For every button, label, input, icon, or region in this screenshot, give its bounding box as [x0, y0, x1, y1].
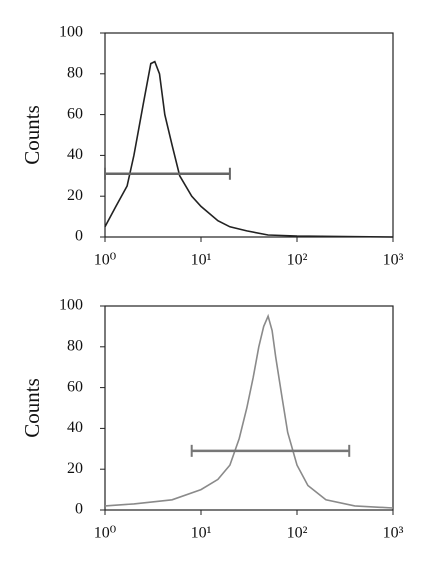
histogram-line	[104, 313, 394, 509]
x-tick-label: 10³	[383, 525, 404, 542]
y-axis-label: Counts	[20, 105, 44, 165]
y-tick-label: 20	[67, 187, 83, 204]
y-tick-label: 60	[67, 378, 83, 395]
x-tick-label: 10³	[383, 252, 404, 269]
y-axis-label: Counts	[20, 378, 44, 438]
y-tick-label: 100	[59, 297, 83, 314]
y-tick-label: 40	[67, 419, 83, 436]
x-tick-label: 10⁰	[94, 252, 116, 269]
y-tick-label: 80	[67, 64, 83, 81]
y-tick-label: 60	[67, 105, 83, 122]
histogram-line	[104, 60, 394, 238]
x-tick-label: 10²	[287, 525, 308, 542]
x-tick-label: 10⁰	[94, 525, 116, 542]
y-tick-label: 80	[67, 337, 83, 354]
x-tick-label: 10¹	[191, 525, 212, 542]
y-tick-label: 20	[67, 460, 83, 477]
y-tick-label: 0	[75, 228, 83, 245]
plot-frame	[104, 32, 394, 238]
x-tick-label: 10²	[287, 252, 308, 269]
plot-frame	[104, 305, 394, 511]
x-tick-label: 10¹	[191, 252, 212, 269]
y-tick-label: 0	[75, 501, 83, 518]
y-tick-label: 100	[59, 24, 83, 41]
y-tick-label: 40	[67, 146, 83, 163]
